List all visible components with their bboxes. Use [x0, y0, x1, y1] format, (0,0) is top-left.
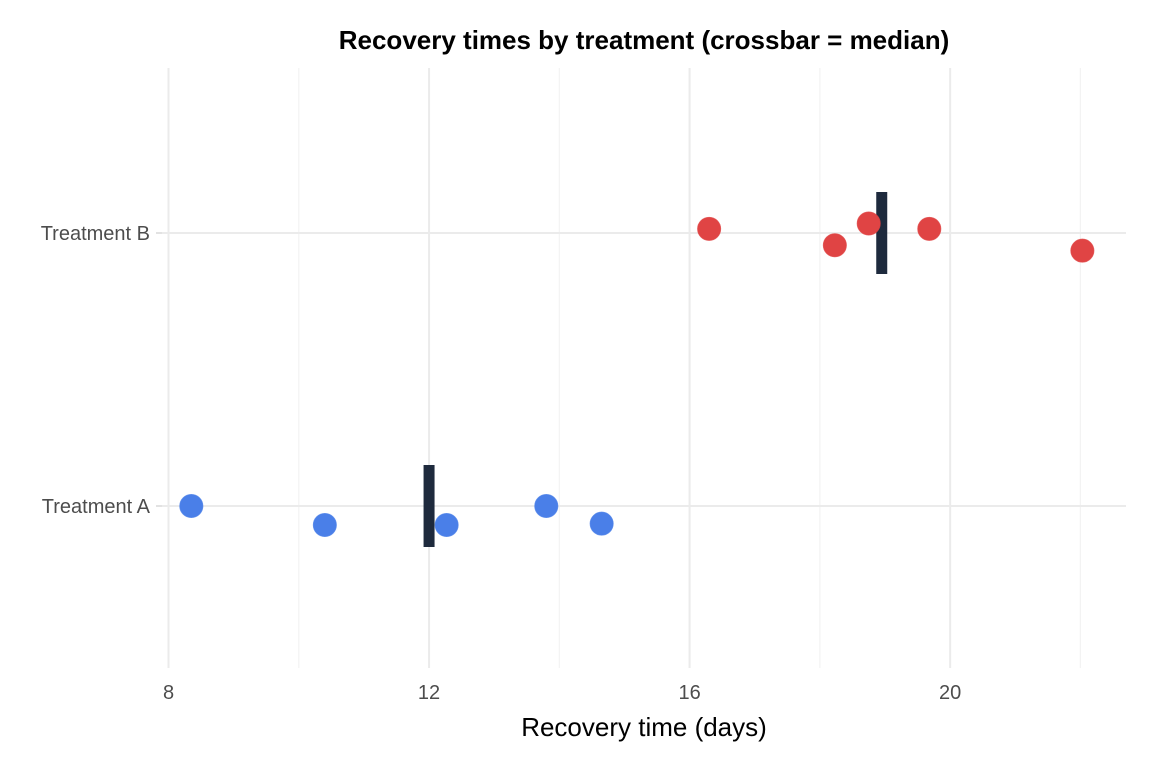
x-axis-ticks: 8 12 16 20	[163, 682, 961, 704]
data-point	[1070, 238, 1095, 263]
y-tick-label: Treatment A	[42, 496, 151, 518]
data-point	[697, 216, 722, 241]
x-tick-label: 16	[678, 682, 700, 704]
median-crossbars	[423, 192, 888, 547]
data-point	[856, 211, 881, 236]
median-crossbar	[876, 192, 888, 274]
x-tick-label: 12	[418, 682, 440, 704]
data-point	[917, 216, 942, 241]
grid	[162, 68, 1126, 668]
median-crossbar	[423, 465, 435, 547]
data-point	[822, 233, 847, 258]
y-axis-ticks: Treatment A Treatment B	[41, 223, 162, 518]
data-point	[312, 513, 337, 538]
chart-title: Recovery times by treatment (crossbar = …	[339, 25, 950, 55]
data-point	[534, 494, 559, 518]
x-tick-label: 8	[163, 682, 174, 704]
data-points	[179, 211, 1095, 538]
data-point	[179, 494, 204, 518]
data-point	[434, 513, 459, 538]
y-tick-label: Treatment B	[41, 223, 150, 245]
x-tick-label: 20	[939, 682, 961, 704]
data-point	[589, 511, 614, 536]
x-axis-label: Recovery time (days)	[521, 712, 767, 742]
